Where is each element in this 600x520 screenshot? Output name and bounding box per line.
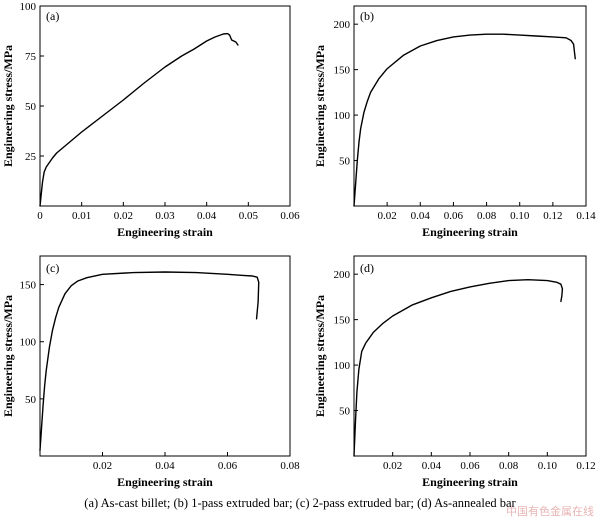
x-tick-label: 0.06 <box>460 460 480 472</box>
x-axis-label: Engineering strain <box>422 475 518 489</box>
plot-frame-d <box>353 255 587 457</box>
y-tick-label: 100 <box>20 337 37 349</box>
x-tick-label: 0.02 <box>378 210 397 222</box>
x-tick-label: 0.08 <box>499 460 519 472</box>
y-tick-label: 50 <box>339 156 351 168</box>
panel-label: (d) <box>360 261 374 275</box>
panel-label: (c) <box>46 261 59 275</box>
x-tick-label: 0.04 <box>155 460 175 472</box>
x-tick-label: 0.04 <box>411 210 431 222</box>
x-tick-label: 0.04 <box>197 210 217 222</box>
x-tick-label: 0.10 <box>538 460 558 472</box>
y-tick-label: 150 <box>334 65 351 77</box>
y-axis-label: Engineering stress/MPa <box>1 45 15 167</box>
x-tick-label: 0.03 <box>155 210 175 222</box>
stress-strain-curve-b <box>353 33 576 207</box>
plot-frame-b <box>353 5 587 207</box>
panel-c: 0.02 0.04 0.06 0.08 50 100 150 Engineering stra… <box>1 255 300 489</box>
x-tick-label: 0.05 <box>239 210 259 222</box>
y-tick-label: 200 <box>334 269 351 281</box>
figure-caption: (a) As-cast billet; (b) 1-pass extruded … <box>84 496 516 510</box>
x-tick-label: 0.06 <box>444 210 464 222</box>
x-tick-label: 0.04 <box>422 460 442 472</box>
x-tick-label: 0.02 <box>93 460 112 472</box>
y-tick-label: 150 <box>334 315 351 327</box>
y-axis-label: Engineering stress/MPa <box>1 295 15 417</box>
x-tick-label: 0.08 <box>280 460 300 472</box>
x-tick-label: 0.12 <box>543 210 562 222</box>
x-tick-label: 0.08 <box>477 210 497 222</box>
y-tick-label: 200 <box>334 19 351 31</box>
panel-b: 0.02 0.04 0.06 0.08 0.10 0.12 0.14 50 100 150 200 E… <box>313 5 596 239</box>
x-tick-label: 0.14 <box>576 210 596 222</box>
x-axis-label: Engineering strain <box>117 475 213 489</box>
x-axis-label: Engineering strain <box>422 225 518 239</box>
x-tick-label: 0.06 <box>280 210 300 222</box>
x-axis-label: Engineering strain <box>117 225 213 239</box>
x-tick-label: 0.01 <box>72 210 91 222</box>
y-tick-label: 100 <box>334 110 351 122</box>
x-tick-label: 0.10 <box>510 210 530 222</box>
y-axis-label: Engineering stress/MPa <box>313 295 327 417</box>
y-tick-label: 50 <box>25 101 37 113</box>
panel-d: 0.02 0.04 0.06 0.08 0.10 0.12 50 100 150 200 Engin… <box>313 255 596 489</box>
y-tick-label: 100 <box>20 1 37 13</box>
panel-label: (b) <box>360 9 374 23</box>
plot-frame-c <box>39 255 291 457</box>
x-tick-label: 0.06 <box>218 460 238 472</box>
y-tick-label: 25 <box>25 151 37 163</box>
panel-label: (a) <box>46 9 59 23</box>
y-tick-label: 75 <box>25 51 37 63</box>
y-tick-label: 100 <box>334 360 351 372</box>
y-axis-label: Engineering stress/MPa <box>313 45 327 167</box>
y-tick-label: 50 <box>25 394 37 406</box>
x-tick-label: 0 <box>37 210 43 222</box>
stress-strain-curve-a <box>39 32 239 207</box>
stress-strain-curve-d <box>353 278 564 457</box>
panel-a: 0 0.01 0.02 0.03 0.04 0.05 0.06 25 50 75 100 Engine… <box>1 1 300 239</box>
y-tick-label: 50 <box>339 406 351 418</box>
x-tick-label: 0.02 <box>114 210 133 222</box>
y-tick-label: 150 <box>20 280 37 292</box>
x-tick-label: 0.02 <box>383 460 402 472</box>
plot-frame-a <box>39 5 291 207</box>
watermark: 中国有色金属在线 <box>506 505 594 518</box>
stress-strain-curve-c <box>39 271 260 451</box>
x-tick-label: 0.12 <box>576 460 595 472</box>
